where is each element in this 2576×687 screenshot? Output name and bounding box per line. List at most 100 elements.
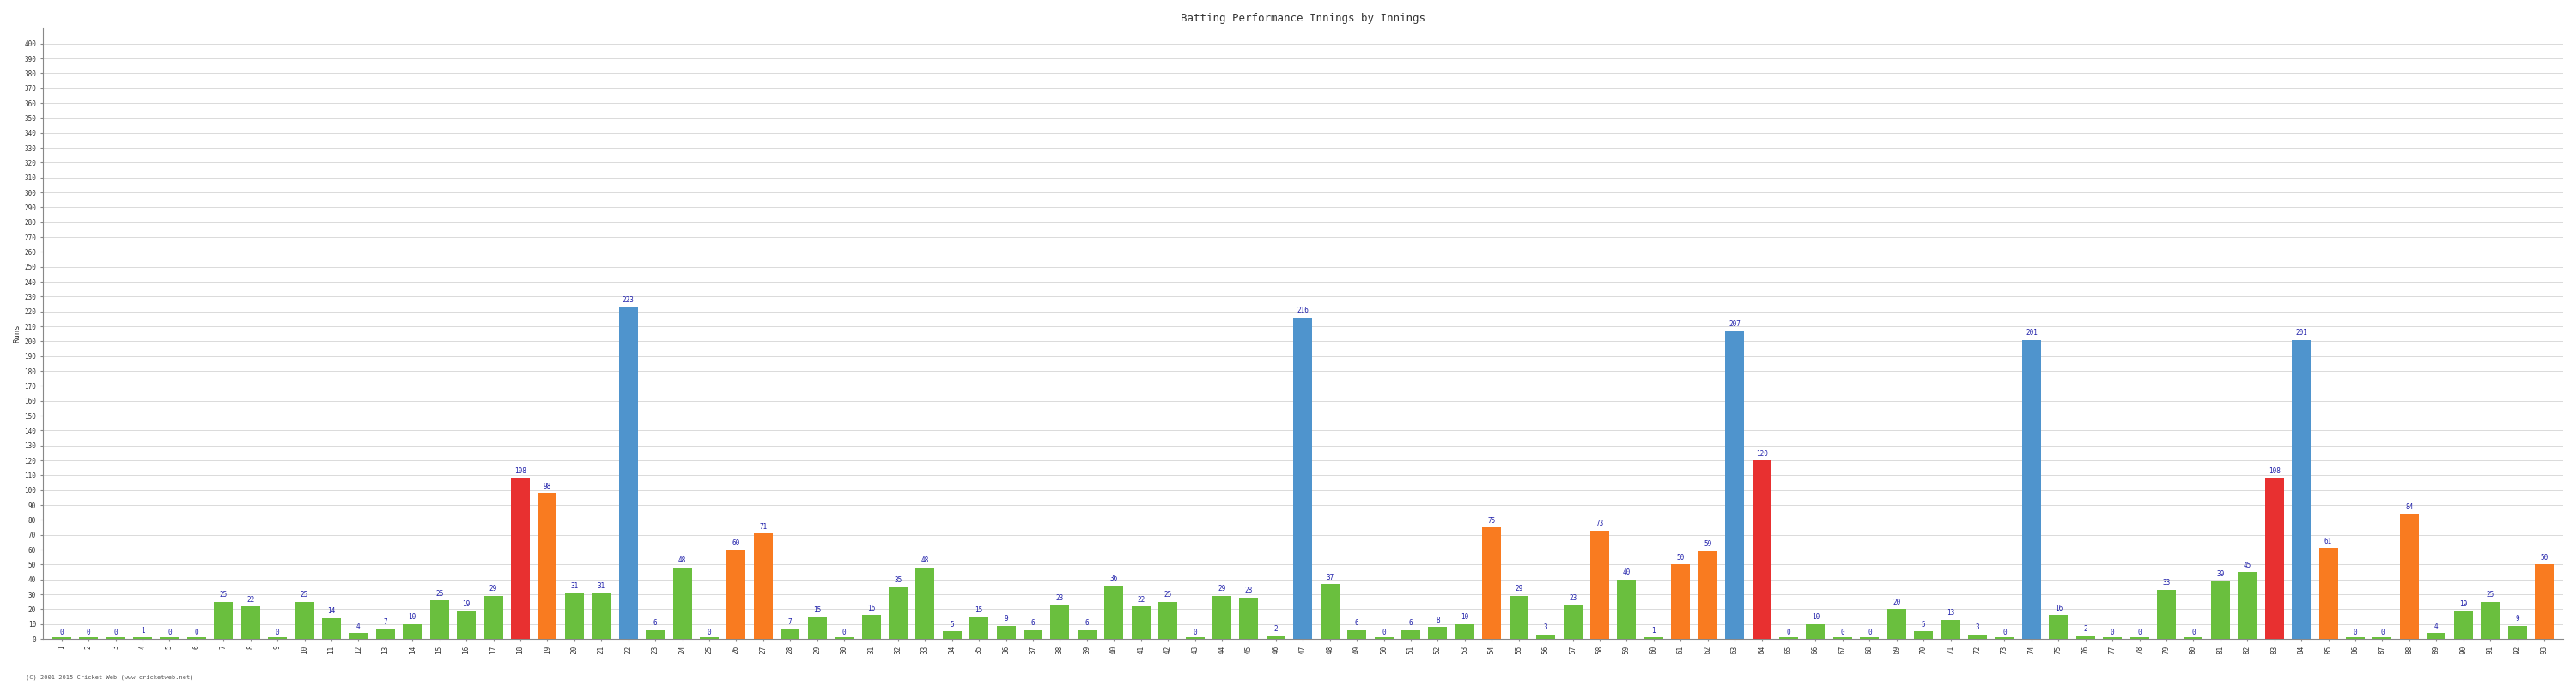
Text: 6: 6 <box>1409 620 1412 627</box>
Bar <box>592 593 611 639</box>
Text: 5: 5 <box>951 621 953 629</box>
Bar <box>2535 565 2553 639</box>
Bar <box>242 606 260 639</box>
Text: 0: 0 <box>2192 629 2195 636</box>
Bar <box>1535 635 1556 639</box>
Text: 9: 9 <box>1005 615 1007 622</box>
Bar <box>1051 605 1069 639</box>
Bar <box>2427 633 2445 639</box>
Bar <box>1105 585 1123 639</box>
Text: 28: 28 <box>1244 587 1252 594</box>
Text: 5: 5 <box>1922 621 1924 629</box>
Bar <box>889 587 907 639</box>
Text: 19: 19 <box>2460 600 2468 608</box>
Text: 4: 4 <box>2434 622 2439 630</box>
Bar <box>969 617 989 639</box>
Bar <box>1239 597 1257 639</box>
Bar <box>1321 584 1340 639</box>
Bar <box>1185 638 1206 639</box>
Text: 71: 71 <box>760 523 768 530</box>
Bar <box>1806 624 1824 639</box>
Text: 25: 25 <box>1164 591 1172 599</box>
Bar <box>1968 635 1986 639</box>
Bar <box>2239 572 2257 639</box>
Bar <box>2455 611 2473 639</box>
Bar <box>809 617 827 639</box>
Bar <box>160 638 178 639</box>
Bar <box>1888 609 1906 639</box>
Text: 37: 37 <box>1327 573 1334 581</box>
Text: 10: 10 <box>1811 613 1819 621</box>
Bar <box>510 478 531 639</box>
Bar <box>2481 602 2499 639</box>
Bar <box>2210 581 2231 639</box>
Text: 16: 16 <box>2056 605 2063 612</box>
Bar <box>618 307 639 639</box>
Bar <box>701 638 719 639</box>
Text: 15: 15 <box>976 606 984 613</box>
Text: 60: 60 <box>732 539 739 547</box>
Bar <box>134 638 152 639</box>
Bar <box>456 611 477 639</box>
Bar <box>755 533 773 639</box>
Text: 14: 14 <box>327 607 335 615</box>
Bar <box>1618 579 1636 639</box>
Bar <box>2076 636 2094 639</box>
Text: 0: 0 <box>1788 629 1790 636</box>
Bar <box>2347 638 2365 639</box>
Y-axis label: Runs: Runs <box>13 324 21 343</box>
Text: 48: 48 <box>677 557 685 565</box>
Text: 0: 0 <box>1842 629 1844 636</box>
Text: 0: 0 <box>113 629 118 636</box>
Text: 48: 48 <box>922 557 930 565</box>
Bar <box>1293 317 1311 639</box>
Bar <box>2318 548 2339 639</box>
Bar <box>1994 638 2014 639</box>
Bar <box>943 631 961 639</box>
Bar <box>1267 636 1285 639</box>
Text: 201: 201 <box>2295 329 2308 337</box>
Text: 16: 16 <box>868 605 876 612</box>
Text: 2: 2 <box>2084 625 2087 633</box>
Bar <box>2130 638 2148 639</box>
Bar <box>2372 638 2391 639</box>
Text: 31: 31 <box>598 582 605 590</box>
Bar <box>188 638 206 639</box>
Text: 39: 39 <box>2215 570 2223 578</box>
Bar <box>1564 605 1582 639</box>
Text: 23: 23 <box>1056 594 1064 602</box>
Text: 23: 23 <box>1569 594 1577 602</box>
Text: 26: 26 <box>435 589 443 597</box>
Bar <box>2184 638 2202 639</box>
Bar <box>1752 460 1772 639</box>
Text: 0: 0 <box>276 629 278 636</box>
Text: 6: 6 <box>654 620 657 627</box>
Text: 19: 19 <box>461 600 471 608</box>
Bar <box>268 638 286 639</box>
Text: 10: 10 <box>1461 613 1468 621</box>
Text: 7: 7 <box>384 618 386 626</box>
Bar <box>2401 514 2419 639</box>
Text: 50: 50 <box>2540 554 2548 561</box>
Bar <box>1698 551 1718 639</box>
Text: (C) 2001-2015 Cricket Web (www.cricketweb.net): (C) 2001-2015 Cricket Web (www.cricketwe… <box>26 675 193 680</box>
Bar <box>1401 630 1419 639</box>
Text: 45: 45 <box>2244 561 2251 569</box>
Title: Batting Performance Innings by Innings: Batting Performance Innings by Innings <box>1180 13 1425 24</box>
Text: 50: 50 <box>1677 554 1685 561</box>
Text: 0: 0 <box>2138 629 2141 636</box>
Bar <box>914 567 935 639</box>
Text: 201: 201 <box>2025 329 2038 337</box>
Bar <box>647 630 665 639</box>
Bar <box>564 593 585 639</box>
Bar <box>106 638 126 639</box>
Text: 29: 29 <box>1515 585 1522 593</box>
Bar <box>1159 602 1177 639</box>
Text: 9: 9 <box>2514 615 2519 622</box>
Bar <box>1589 530 1610 639</box>
Bar <box>484 596 502 639</box>
Bar <box>2156 590 2177 639</box>
Bar <box>1023 630 1043 639</box>
Bar <box>538 493 556 639</box>
Text: 13: 13 <box>1947 609 1955 617</box>
